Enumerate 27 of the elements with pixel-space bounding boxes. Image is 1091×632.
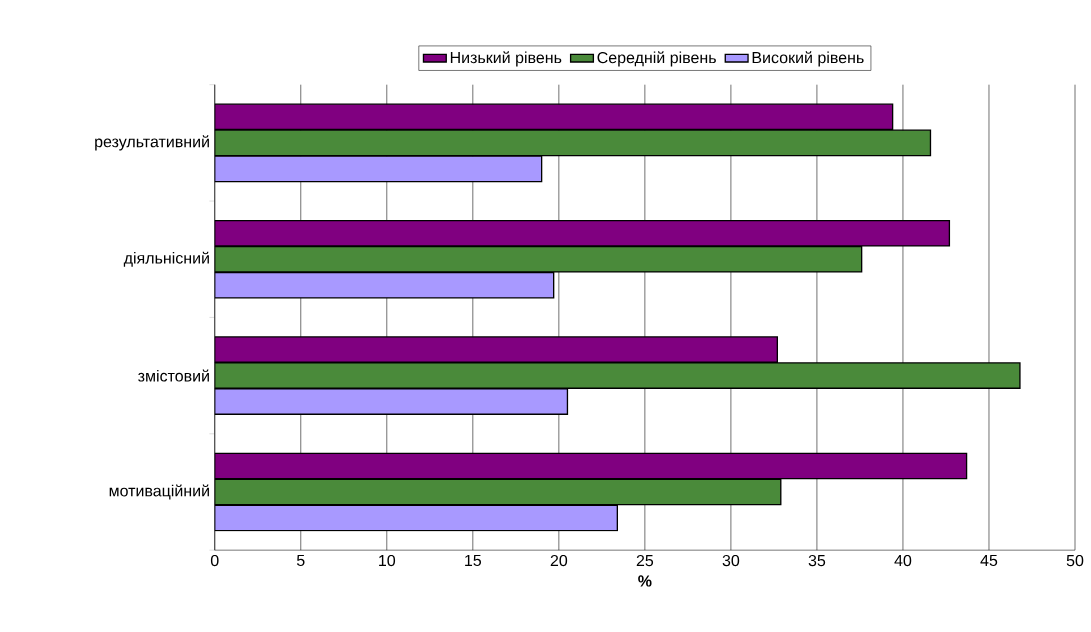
x-tick-label: 5: [296, 554, 305, 566]
y-tick-label: діяльнісний: [123, 251, 209, 267]
bar: [214, 336, 779, 363]
bar: [214, 452, 968, 480]
bar: [214, 478, 782, 506]
x-tick-label: 40: [894, 554, 912, 567]
x-tick-label: 35: [808, 554, 826, 567]
x-tick-label: 25: [636, 554, 654, 567]
legend-label: Низький рівень: [450, 51, 562, 67]
bar: [214, 219, 951, 247]
y-tick-label: мотиваційний: [109, 484, 209, 500]
y-tick-label: результативний: [95, 135, 209, 151]
x-tick-label: 30: [722, 554, 740, 567]
legend-label: Середній рівень: [597, 51, 716, 67]
bar: [214, 103, 894, 131]
x-tick-label: 45: [980, 554, 998, 566]
legend-label: Високий рівень: [752, 51, 864, 67]
bar: [214, 129, 932, 157]
bar: [214, 362, 1021, 389]
y-tick-label: змістовий: [138, 369, 209, 382]
x-tick-label: 0: [210, 554, 219, 567]
x-tick-label: 10: [379, 554, 396, 567]
x-axis-title: %: [638, 575, 652, 587]
x-tick-label: 15: [465, 554, 482, 566]
x-tick-label: 50: [1066, 554, 1084, 567]
x-tick-label: 20: [550, 554, 568, 567]
bar: [214, 245, 863, 273]
